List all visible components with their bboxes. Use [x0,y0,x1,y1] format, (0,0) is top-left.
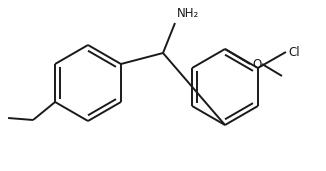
Text: O: O [252,57,261,70]
Text: NH₂: NH₂ [177,7,199,20]
Text: Cl: Cl [288,45,300,58]
